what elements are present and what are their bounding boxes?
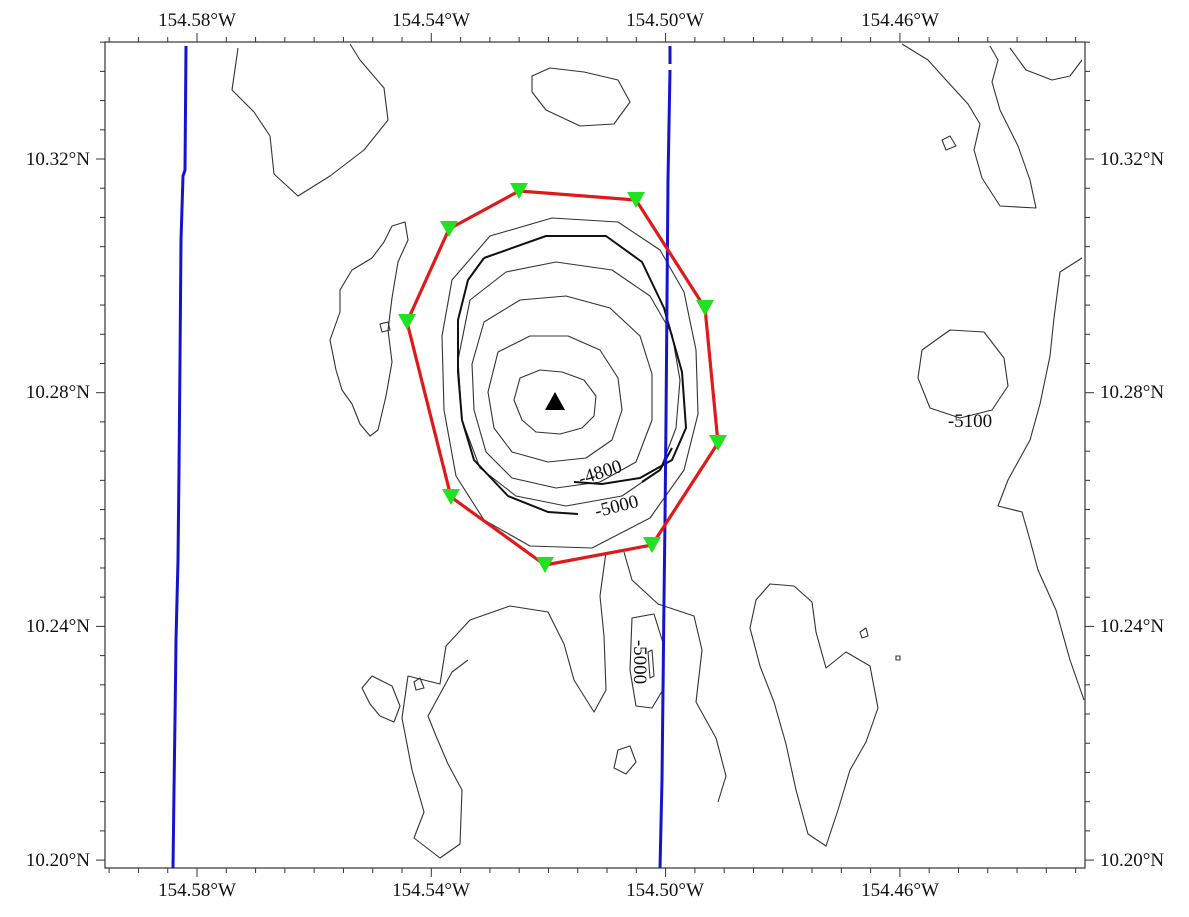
y-tick-label-left-2: 10.28°N [26, 382, 90, 403]
map-frame [104, 41, 1086, 869]
y-tick-label-right-4: 10.20°N [1100, 850, 1164, 871]
index-contours [457, 235, 687, 515]
station-marker-8 [398, 314, 416, 330]
station-marker-5 [643, 537, 661, 553]
x-tick-label-top-1: 154.58°W [158, 10, 236, 31]
y-tick-label-left-3: 10.24°N [26, 616, 90, 637]
contour-south-east-spot-1 [859, 627, 869, 639]
contour-east-knoll [917, 329, 1009, 419]
y-tick-label-right-3: 10.24°N [1100, 616, 1164, 637]
x-tick-label-bottom-2: 154.54°W [392, 880, 470, 901]
station-marker-7 [442, 489, 460, 505]
contour-south-arm [623, 551, 727, 803]
index-contour-5000-south [641, 447, 673, 483]
contour-north-strip [231, 43, 389, 197]
contour-ring-2 [487, 335, 623, 463]
contour-south-knoll [613, 745, 637, 775]
contour-east-arc [1009, 47, 1083, 81]
x-tick-label-bottom-3: 154.50°W [626, 880, 704, 901]
station-network [405, 189, 720, 567]
y-tick-label-left-1: 10.32°N [26, 149, 90, 170]
contour-lines [231, 43, 1085, 859]
contour-south-east-spot-2 [413, 677, 425, 691]
index-contour-4800-tail [457, 257, 579, 515]
contour-south-east-spot-3 [895, 655, 901, 661]
contour-east-spot [941, 135, 957, 151]
contour-ring-4 [457, 261, 681, 507]
x-tick-label-bottom-1: 154.58°W [158, 880, 236, 901]
station-marker-6 [536, 557, 554, 573]
contour-north-knoll [531, 67, 631, 127]
contour-ring-1 [513, 369, 597, 435]
index-contour-4800 [483, 235, 687, 485]
contour-east-ridge [901, 43, 1037, 209]
contour-west-spot [379, 321, 391, 333]
contour-east-fringe [997, 257, 1085, 701]
y-tick-label-right-1: 10.32°N [1100, 149, 1164, 170]
station-marker-1 [510, 183, 528, 199]
contour-south-loop-inner [647, 649, 655, 679]
x-tick-label-top-4: 154.46°W [861, 10, 939, 31]
contour-south-loop [629, 613, 665, 709]
ship-track-west [171, 45, 188, 869]
seamount-summit-marker [545, 392, 565, 410]
station-marker-2 [627, 192, 645, 208]
station-marker-4 [709, 435, 727, 451]
contour-ring-6 [441, 217, 699, 549]
contour-label-5100: -5100 [948, 411, 992, 432]
y-tick-label-left-4: 10.20°N [26, 850, 90, 871]
contour-ring-3 [471, 295, 653, 489]
contour-south-spur [401, 551, 607, 859]
contour-west-lobe [329, 221, 409, 437]
ship-track-east [658, 46, 672, 869]
x-tick-label-bottom-4: 154.46°W [861, 880, 939, 901]
station-markers [398, 183, 727, 573]
contour-south-east-lobe [749, 583, 879, 847]
station-marker-3 [696, 300, 714, 316]
x-tick-label-top-3: 154.50°W [626, 10, 704, 31]
y-tick-label-right-2: 10.28°N [1100, 382, 1164, 403]
station-marker-9 [440, 221, 458, 237]
contour-south-west-patch [361, 675, 401, 723]
frame-ticks [96, 33, 1094, 877]
contour-label-5000-south: -5000 [629, 640, 650, 684]
x-tick-label-top-2: 154.54°W [392, 10, 470, 31]
